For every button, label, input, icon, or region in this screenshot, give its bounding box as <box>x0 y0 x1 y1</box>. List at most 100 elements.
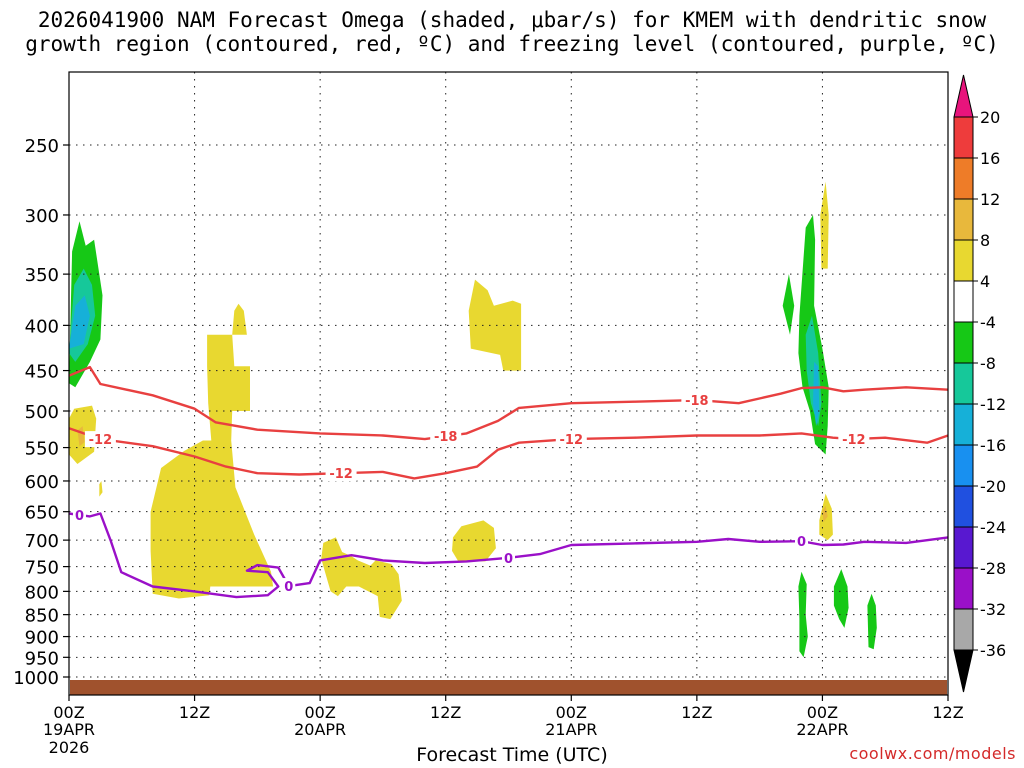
y-tick-label-1000: 1000 <box>13 668 59 689</box>
colorbar-label-14: -36 <box>980 641 1006 660</box>
omega-region-17 <box>820 181 829 269</box>
colorbar-label-7: -8 <box>980 354 996 373</box>
colorbar: 20 16 12 8 4 -4 -8 -12 -16 -20 -24 -28 -32 -36 <box>953 74 1006 693</box>
x-tick-date-0: 19APR <box>43 720 95 739</box>
terrain-layer <box>70 680 947 695</box>
colorbar-swatch-3 <box>953 198 974 241</box>
series-label-1-1: -12 <box>89 433 113 448</box>
colorbar-label-6: -4 <box>980 313 996 332</box>
series-label-bg-1-2 <box>325 465 357 482</box>
series-line-2 <box>68 365 949 441</box>
colorbar-swatch-13 <box>953 608 974 651</box>
omega-region-22 <box>867 593 877 650</box>
series-label-2-1: -18 <box>434 430 458 445</box>
omega-region-11 <box>468 279 522 371</box>
series-label-bg-2-1 <box>430 428 462 445</box>
colorbar-label-2: 16 <box>980 149 1000 168</box>
colorbar-label-11: -24 <box>980 518 1006 537</box>
colorbar-label-8: -12 <box>980 395 1006 414</box>
x-tick-date-2: 20APR <box>294 720 346 739</box>
y-tick-label-700: 700 <box>25 531 59 552</box>
colorbar-swatch-4 <box>953 239 974 282</box>
omega-region-3 <box>69 295 90 349</box>
credit-link[interactable]: coolwx.com/models <box>849 744 1016 763</box>
series-label-3-3: 0 <box>504 552 513 567</box>
series-line-1 <box>68 427 949 480</box>
y-tick-label-300: 300 <box>25 206 59 227</box>
colorbar-bottom-arrow <box>953 649 974 693</box>
series-label-bg-3-2 <box>282 578 296 595</box>
y-tick-label-650: 650 <box>25 503 59 524</box>
x-tick-date-6: 22APR <box>796 720 848 739</box>
x-tick-year-0: 2026 <box>49 738 90 757</box>
colorbar-swatch-6 <box>953 321 974 364</box>
colorbar-label-10: -20 <box>980 477 1006 496</box>
omega-region-7 <box>207 334 250 441</box>
series-label-bg-3-3 <box>502 549 515 566</box>
terrain-strip <box>70 680 947 695</box>
colorbar-swatch-10 <box>953 485 974 528</box>
series-label-1-4: -12 <box>842 433 866 448</box>
axis-layer: 2503003504004505005506006507007508008509… <box>13 71 964 757</box>
x-tick-date-4: 21APR <box>545 720 597 739</box>
y-tick-label-950: 950 <box>25 648 59 669</box>
colorbar-swatch-8 <box>953 403 974 446</box>
omega-region-12 <box>452 520 496 562</box>
colorbar-label-1: 20 <box>980 108 1000 127</box>
x-tick-label-1: 12Z <box>179 703 210 722</box>
omega-region-20 <box>798 571 808 658</box>
colorbar-swatch-1 <box>953 116 974 159</box>
x-tick-label-2: 00Z <box>304 703 335 722</box>
y-tick-label-750: 750 <box>25 558 59 579</box>
series-label-bg-3-4 <box>795 533 808 550</box>
x-tick-label-4: 00Z <box>556 703 587 722</box>
chart-title-line-2: growth region (contoured, red, ºC) and f… <box>25 32 999 56</box>
y-tick-label-450: 450 <box>25 362 59 383</box>
series-line-3 <box>68 512 949 599</box>
series-label-3-4: 0 <box>797 535 806 550</box>
chart-title-line-1: 2026041900 NAM Forecast Omega (shaded, μ… <box>37 8 987 32</box>
y-tick-label-800: 800 <box>25 582 59 603</box>
x-tick-label-7: 12Z <box>932 703 963 722</box>
omega-region-8 <box>232 303 247 335</box>
omega-region-10 <box>321 537 402 620</box>
plot-frame <box>68 71 949 696</box>
series-label-bg-2-2 <box>681 392 713 409</box>
series-label-bg-1-4 <box>838 431 870 448</box>
colorbar-label-9: -16 <box>980 436 1006 455</box>
x-axis-label: Forecast Time (UTC) <box>416 744 608 766</box>
colorbar-label-4: 8 <box>980 231 990 250</box>
x-tick-label-3: 12Z <box>430 703 461 722</box>
series-label-bg-1-3 <box>555 431 587 448</box>
x-tick-label-0: 00Z <box>53 703 84 722</box>
omega-region-21 <box>833 569 849 628</box>
y-tick-label-600: 600 <box>25 472 59 493</box>
y-tick-label-350: 350 <box>25 265 59 286</box>
colorbar-swatch-2 <box>953 157 974 200</box>
y-tick-label-250: 250 <box>25 136 59 157</box>
omega-region-13 <box>782 274 795 335</box>
omega-region-16 <box>813 361 820 427</box>
colorbar-label-12: -28 <box>980 559 1006 578</box>
series-label-3-2: 0 <box>284 580 293 595</box>
omega-shading-layer <box>69 181 877 658</box>
series-label-1-3: -12 <box>560 433 584 448</box>
series-label-bg-1-1 <box>84 431 116 448</box>
series-label-bg-3-1 <box>72 506 86 523</box>
y-tick-label-550: 550 <box>25 439 59 460</box>
omega-region-6 <box>99 481 103 497</box>
series-label-3-1: 0 <box>75 509 84 524</box>
omega-region-19 <box>822 505 828 523</box>
x-tick-label-5: 12Z <box>681 703 712 722</box>
series-label-1-2: -12 <box>329 467 353 482</box>
y-tick-label-400: 400 <box>25 316 59 337</box>
colorbar-label-3: 12 <box>980 190 1000 209</box>
colorbar-swatch-5 <box>953 280 974 323</box>
series-label-2-2: -18 <box>685 394 709 409</box>
colorbar-top-arrow <box>953 74 974 118</box>
colorbar-swatch-12 <box>953 567 974 610</box>
y-tick-label-900: 900 <box>25 628 59 649</box>
colorbar-swatch-11 <box>953 526 974 569</box>
colorbar-label-5: 4 <box>980 272 990 291</box>
